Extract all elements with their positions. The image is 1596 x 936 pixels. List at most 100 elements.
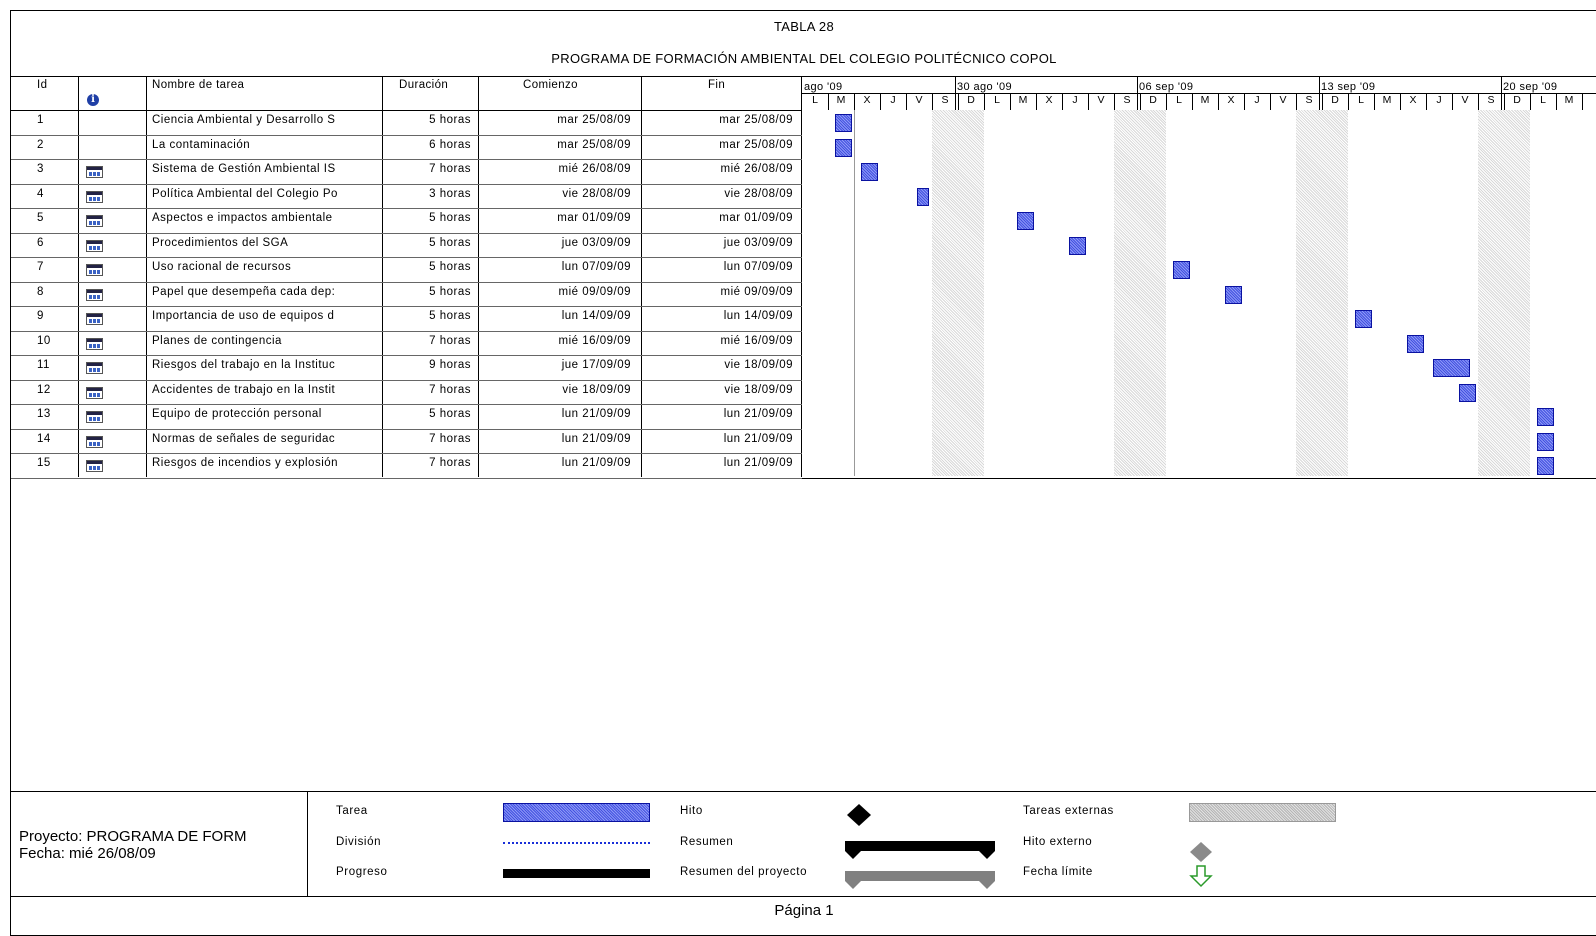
day-label: L <box>1358 94 1364 106</box>
day-divider <box>1140 93 1141 110</box>
row-divider <box>11 306 802 307</box>
header-duration: Duración <box>399 79 449 91</box>
task-duration: 5 horas <box>429 261 471 273</box>
milestone-diamond-icon <box>847 804 871 826</box>
day-label: M <box>1200 94 1210 106</box>
gantt-page: TABLA 28 PROGRAMA DE FORMACIÓN AMBIENTAL… <box>10 10 1596 936</box>
task-duration: 5 horas <box>429 114 471 126</box>
day-label: V <box>1097 94 1105 106</box>
deadline-arrow-icon <box>1189 865 1213 888</box>
task-name: Equipo de protección personal <box>152 408 322 420</box>
day-divider <box>1400 93 1401 110</box>
task-end: mié 16/09/09 <box>720 334 793 347</box>
day-divider <box>1062 93 1063 110</box>
weekend-shade <box>1296 110 1348 476</box>
day-label: L <box>812 94 818 106</box>
row-divider <box>11 159 802 160</box>
task-start: jue 03/09/09 <box>561 236 631 249</box>
calendar-icon <box>86 386 103 399</box>
legend-shapes-right <box>1189 842 1213 888</box>
task-name: Importancia de uso de equipos d <box>152 310 335 322</box>
task-id: 6 <box>37 236 44 249</box>
day-divider <box>854 93 855 110</box>
legend-label-tarea: Tarea <box>336 805 368 817</box>
col-divider <box>146 77 147 477</box>
task-end: mar 25/08/09 <box>719 114 793 126</box>
day-divider <box>958 93 959 110</box>
task-id: 8 <box>37 285 44 298</box>
weekend-shade <box>1114 110 1166 476</box>
day-label: S <box>1123 94 1131 106</box>
task-duration: 7 horas <box>429 432 471 445</box>
task-name: Papel que desempeña cada dep: <box>152 285 336 298</box>
day-label: S <box>941 94 949 106</box>
task-id: 4 <box>37 187 44 200</box>
calendar-icon <box>86 313 103 325</box>
task-start: lun 21/09/09 <box>561 408 631 420</box>
day-divider <box>1192 93 1193 110</box>
day-divider <box>1426 93 1427 110</box>
external-milestone-icon <box>1190 842 1212 862</box>
task-end: mar 01/09/09 <box>719 212 793 224</box>
day-divider <box>1218 93 1219 110</box>
task-duration: 6 horas <box>429 138 471 151</box>
week-label: 30 ago '09 <box>957 81 1013 93</box>
task-end: mié 26/08/09 <box>720 163 793 175</box>
task-id: 2 <box>37 138 44 151</box>
legend-external-swatch <box>1189 803 1336 822</box>
task-end: jue 03/09/09 <box>723 236 793 249</box>
day-label: D <box>1331 94 1339 106</box>
calendar-icon <box>86 288 103 301</box>
task-id: 14 <box>37 432 51 445</box>
day-label: V <box>915 94 923 106</box>
task-duration: 5 horas <box>429 310 471 322</box>
day-label: J <box>1072 94 1078 106</box>
task-duration: 7 horas <box>429 334 471 347</box>
day-divider <box>1088 93 1089 110</box>
weekend-shade <box>932 110 984 476</box>
legend-label-hito-externo: Hito externo <box>1023 836 1093 848</box>
day-divider <box>1296 93 1297 110</box>
task-bar <box>1537 432 1554 451</box>
header-id: Id <box>37 79 48 91</box>
task-name: Procedimientos del SGA <box>152 236 289 249</box>
legend-label-hito: Hito <box>680 805 703 817</box>
day-divider <box>1166 93 1167 110</box>
task-start: lun 21/09/09 <box>561 457 631 469</box>
task-duration: 5 horas <box>429 408 471 420</box>
day-label: L <box>1540 94 1546 106</box>
task-bar <box>1225 285 1242 304</box>
day-divider <box>1530 93 1531 110</box>
day-divider <box>984 93 985 110</box>
week-label: 06 sep '09 <box>1139 81 1194 93</box>
day-label: L <box>1176 94 1182 106</box>
day-divider <box>1010 93 1011 110</box>
col-divider <box>641 77 642 477</box>
legend: Proyecto: PROGRAMA DE FORM Fecha: mié 26… <box>11 791 1596 897</box>
day-divider <box>1504 93 1505 110</box>
task-name: Planes de contingencia <box>152 334 282 347</box>
task-name: La contaminación <box>152 138 251 151</box>
row-divider <box>11 232 802 234</box>
legend-label-progreso: Progreso <box>336 866 388 878</box>
task-bar <box>1407 334 1424 353</box>
day-divider <box>1244 93 1245 110</box>
day-label: M <box>1382 94 1392 106</box>
day-divider <box>1374 93 1375 110</box>
calendar-icon <box>86 362 103 374</box>
calendar-icon <box>86 435 103 448</box>
weekend-shade <box>1478 110 1530 476</box>
day-label: J <box>1436 94 1442 106</box>
legend-label-resumen-proyecto: Resumen del proyecto <box>680 866 808 878</box>
task-name: Riesgos de incendios y explosión <box>152 457 339 469</box>
day-divider <box>1036 93 1037 110</box>
row-divider <box>11 379 802 381</box>
task-id: 7 <box>37 261 44 273</box>
row-divider <box>11 428 802 430</box>
day-divider <box>1114 93 1115 110</box>
col-divider <box>478 77 479 477</box>
calendar-icon <box>86 337 103 350</box>
task-start: mar 25/08/09 <box>557 114 631 126</box>
day-label: D <box>1513 94 1521 106</box>
day-label: V <box>1461 94 1469 106</box>
